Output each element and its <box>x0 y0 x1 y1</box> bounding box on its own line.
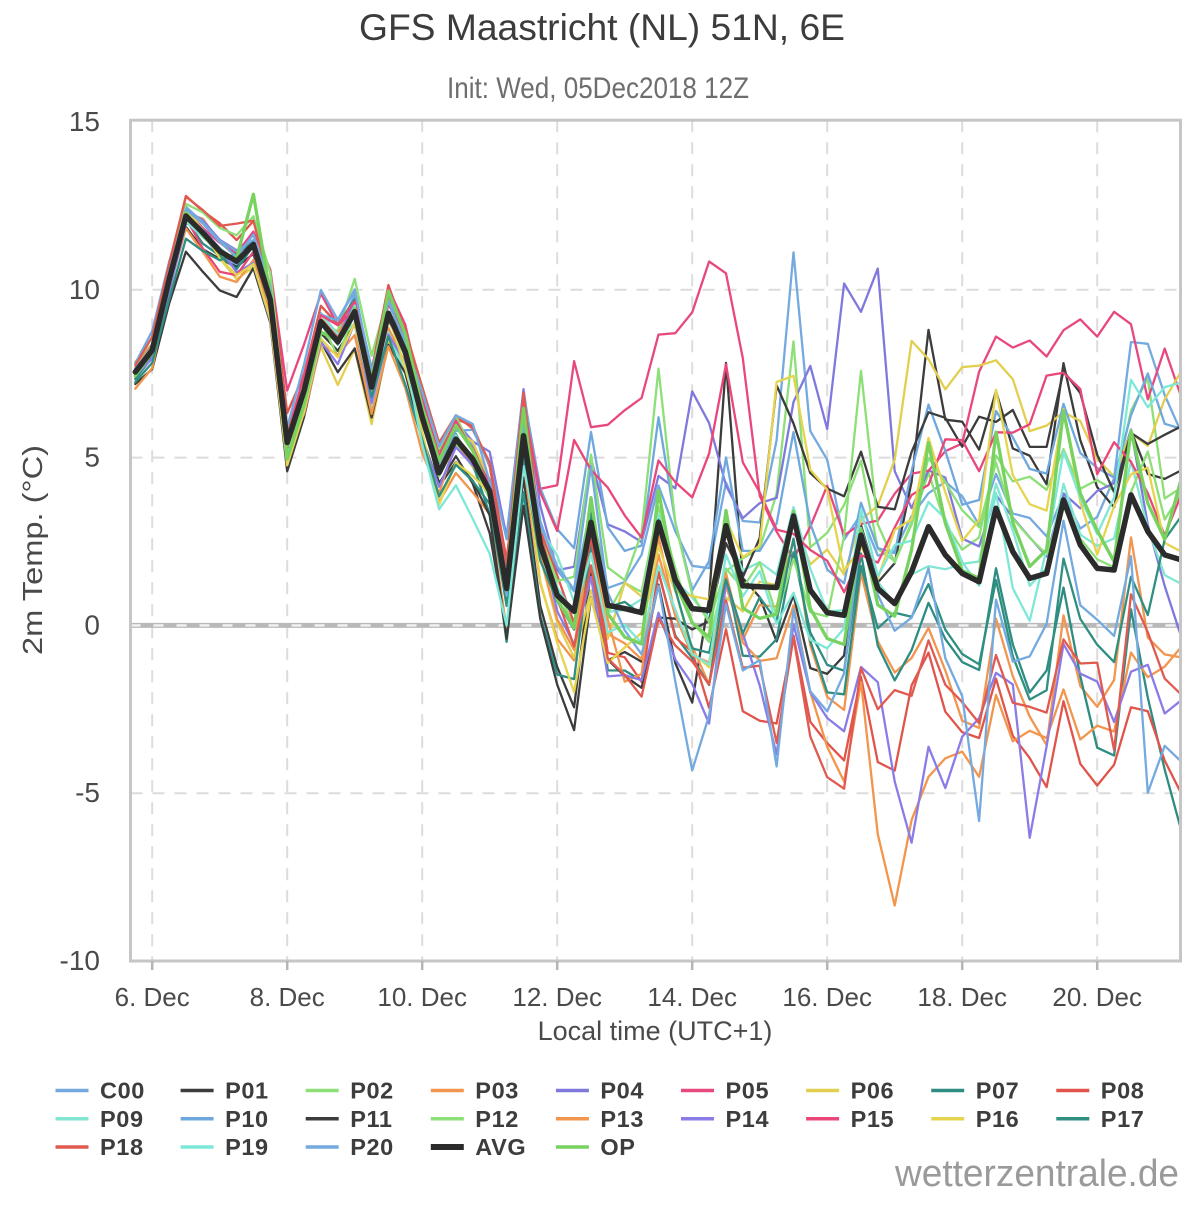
svg-text:AVG: AVG <box>475 1134 526 1160</box>
svg-text:P01: P01 <box>225 1078 269 1104</box>
svg-text:P05: P05 <box>726 1078 770 1104</box>
svg-text:5: 5 <box>84 442 100 473</box>
svg-text:15: 15 <box>69 106 100 137</box>
svg-text:8. Dec: 8. Dec <box>250 982 325 1012</box>
svg-text:GFS Maastricht (NL) 51N, 6E: GFS Maastricht (NL) 51N, 6E <box>359 7 845 48</box>
svg-text:6. Dec: 6. Dec <box>115 982 190 1012</box>
svg-text:18. Dec: 18. Dec <box>917 982 1007 1012</box>
svg-text:0: 0 <box>84 609 100 640</box>
svg-text:C00: C00 <box>100 1078 145 1104</box>
svg-text:-5: -5 <box>75 777 100 808</box>
svg-text:P18: P18 <box>100 1134 144 1160</box>
svg-text:14. Dec: 14. Dec <box>647 982 737 1012</box>
svg-text:20. Dec: 20. Dec <box>1052 982 1142 1012</box>
svg-text:10: 10 <box>69 274 100 305</box>
svg-text:P20: P20 <box>350 1134 394 1160</box>
svg-text:P17: P17 <box>1101 1106 1145 1132</box>
svg-text:P19: P19 <box>225 1134 269 1160</box>
svg-text:P02: P02 <box>350 1078 394 1104</box>
svg-text:P08: P08 <box>1101 1078 1145 1104</box>
svg-text:10. Dec: 10. Dec <box>377 982 467 1012</box>
svg-text:P15: P15 <box>851 1106 895 1132</box>
svg-text:12. Dec: 12. Dec <box>512 982 602 1012</box>
svg-text:P11: P11 <box>350 1106 392 1132</box>
svg-text:-10: -10 <box>60 945 100 976</box>
svg-text:16. Dec: 16. Dec <box>782 982 872 1012</box>
svg-text:P07: P07 <box>976 1078 1020 1104</box>
svg-text:P10: P10 <box>225 1106 269 1132</box>
svg-text:2m Temp. (°C): 2m Temp. (°C) <box>17 445 48 655</box>
svg-text:P14: P14 <box>726 1106 770 1132</box>
svg-text:P13: P13 <box>600 1106 644 1132</box>
svg-text:P03: P03 <box>475 1078 519 1104</box>
svg-text:Init: Wed, 05Dec2018 12Z: Init: Wed, 05Dec2018 12Z <box>447 72 749 105</box>
svg-text:wetterzentrale.de: wetterzentrale.de <box>894 1153 1179 1195</box>
svg-text:OP: OP <box>600 1134 635 1160</box>
svg-text:P09: P09 <box>100 1106 144 1132</box>
svg-text:P12: P12 <box>475 1106 519 1132</box>
svg-text:P06: P06 <box>851 1078 895 1104</box>
svg-text:P16: P16 <box>976 1106 1020 1132</box>
svg-text:P04: P04 <box>600 1078 644 1104</box>
svg-text:Local time (UTC+1): Local time (UTC+1) <box>538 1016 773 1046</box>
